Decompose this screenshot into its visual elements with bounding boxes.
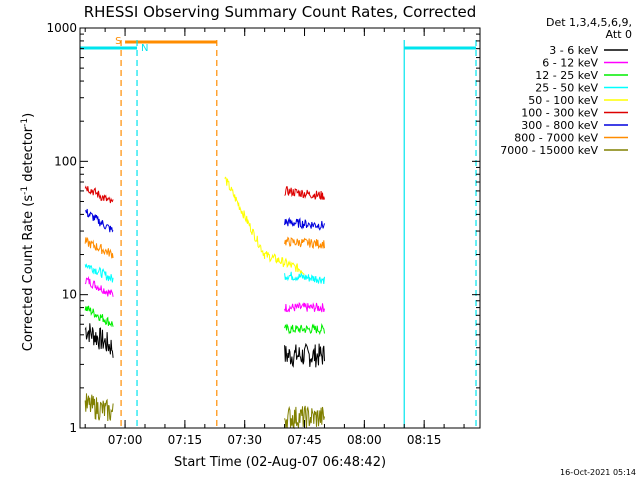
series-lines bbox=[84, 176, 325, 430]
series-line bbox=[284, 186, 325, 201]
series-line bbox=[84, 263, 114, 283]
series-line bbox=[284, 322, 325, 336]
series-line bbox=[284, 342, 325, 368]
x-tick-label: 07:00 bbox=[108, 433, 143, 447]
series-line bbox=[84, 393, 114, 422]
y-tick-label: 1 bbox=[69, 421, 77, 435]
legend-label: 3 - 6 keV bbox=[549, 44, 598, 57]
series-line bbox=[84, 275, 114, 297]
flag-annotations: SN bbox=[115, 36, 148, 54]
x-tick-label: 07:30 bbox=[227, 433, 262, 447]
series-line bbox=[84, 236, 114, 259]
legend-title-detectors: Det 1,3,4,5,6,9, bbox=[546, 16, 632, 29]
legend-label: 12 - 25 keV bbox=[535, 69, 598, 82]
x-tick-label: 07:45 bbox=[287, 433, 322, 447]
x-axis-label: Start Time (02-Aug-07 06:48:42) bbox=[174, 455, 386, 470]
y-tick-label: 1000 bbox=[46, 21, 77, 35]
series-line bbox=[284, 302, 325, 313]
vertical-markers bbox=[120, 40, 477, 428]
series-line bbox=[84, 185, 114, 204]
flag-label: N bbox=[141, 43, 148, 54]
legend-label: 800 - 7000 keV bbox=[514, 132, 598, 145]
series-line bbox=[84, 323, 114, 358]
y-tick-label: 100 bbox=[54, 154, 77, 168]
x-tick-label: 08:00 bbox=[347, 433, 382, 447]
legend-label: 100 - 300 keV bbox=[521, 107, 598, 120]
legend-label: 50 - 100 keV bbox=[528, 94, 598, 107]
y-axis-ticks: 1 10 100 1000 bbox=[46, 21, 480, 435]
series-line bbox=[284, 216, 325, 231]
legend-title-attenuator: Att 0 bbox=[606, 28, 632, 41]
series-line bbox=[224, 176, 305, 275]
x-axis-ticks: 07:00 07:15 07:30 07:45 08:00 08:15 bbox=[84, 28, 465, 447]
legend-label: 7000 - 15000 keV bbox=[500, 144, 598, 157]
timestamp: 16-Oct-2021 05:14 bbox=[560, 468, 636, 477]
legend-label: 25 - 50 keV bbox=[535, 82, 598, 95]
flag-label: S bbox=[115, 36, 121, 47]
y-tick-label: 10 bbox=[62, 288, 77, 302]
series-line bbox=[284, 271, 325, 284]
series-line bbox=[84, 305, 114, 328]
legend-label: 300 - 800 keV bbox=[521, 119, 598, 132]
legend-label: 6 - 12 keV bbox=[542, 57, 598, 70]
series-line bbox=[85, 208, 114, 233]
y-axis-label: Corrected Count Rate (s-1 detector-1) bbox=[20, 113, 36, 351]
flag-bars bbox=[80, 40, 477, 50]
x-tick-label: 07:15 bbox=[168, 433, 203, 447]
plot-frame bbox=[79, 27, 481, 429]
series-line bbox=[284, 236, 325, 250]
chart-title: RHESSI Observing Summary Count Rates, Co… bbox=[84, 3, 477, 21]
x-tick-label: 08:15 bbox=[407, 433, 442, 447]
series-line bbox=[284, 405, 325, 430]
